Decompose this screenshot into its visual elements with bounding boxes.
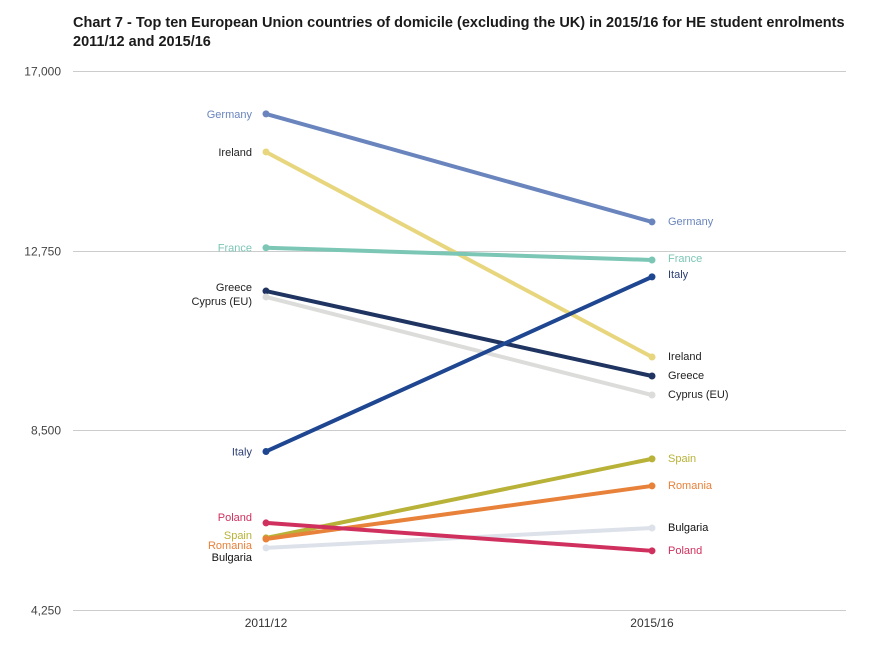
data-point-2011-12 bbox=[262, 244, 270, 252]
series-label-left: Germany bbox=[207, 109, 253, 121]
series-line bbox=[264, 520, 654, 553]
data-point-2011-12 bbox=[262, 110, 270, 118]
series-line bbox=[264, 274, 654, 454]
y-axis-tick-labels: 4,250 8,500 12,750 17,000 bbox=[24, 65, 61, 618]
series-label-left: Greece bbox=[216, 282, 252, 294]
series-label-left: Bulgaria bbox=[212, 552, 253, 564]
data-point-2011-12 bbox=[262, 287, 270, 295]
series-lines bbox=[262, 110, 656, 555]
series-germany bbox=[262, 110, 656, 226]
y-tick-label: 8,500 bbox=[31, 424, 61, 438]
gridlines bbox=[73, 71, 846, 611]
data-point-2015-16 bbox=[648, 353, 656, 361]
x-category-label: 2011/12 bbox=[245, 616, 288, 630]
series-label-right: Greece bbox=[668, 370, 704, 382]
series-france bbox=[262, 244, 656, 264]
series-line bbox=[264, 289, 654, 379]
series-label-right: Spain bbox=[668, 453, 696, 465]
series-label-left: Cyprus (EU) bbox=[191, 296, 252, 308]
data-point-2011-12 bbox=[262, 544, 270, 552]
data-point-2011-12 bbox=[262, 447, 270, 455]
x-axis-category-labels: 2011/12 2015/16 bbox=[245, 616, 674, 630]
series-label-left: Italy bbox=[232, 446, 253, 458]
series-label-right: Germany bbox=[668, 216, 714, 228]
series-label-right: Bulgaria bbox=[668, 522, 709, 534]
series-line bbox=[264, 245, 654, 262]
series-romania bbox=[262, 482, 656, 543]
data-point-2011-12 bbox=[262, 519, 270, 527]
data-point-2015-16 bbox=[648, 547, 656, 555]
series-label-left: Poland bbox=[218, 512, 252, 524]
series-label-left: Romania bbox=[208, 540, 253, 552]
series-greece bbox=[262, 287, 656, 380]
data-point-2015-16 bbox=[648, 273, 656, 281]
data-point-2015-16 bbox=[648, 256, 656, 264]
x-category-label: 2015/16 bbox=[630, 616, 674, 630]
series-label-right: France bbox=[668, 253, 702, 265]
series-poland bbox=[262, 519, 656, 555]
series-cyprus-eu bbox=[262, 293, 656, 399]
data-point-2011-12 bbox=[262, 148, 270, 156]
series-line bbox=[264, 111, 654, 224]
chart-title: Chart 7 - Top ten European Union countri… bbox=[73, 15, 845, 50]
series-label-right: Romania bbox=[668, 480, 713, 492]
y-tick-label: 4,250 bbox=[31, 604, 61, 618]
series-line bbox=[264, 294, 654, 398]
series-label-left: Spain bbox=[224, 530, 252, 542]
data-point-2015-16 bbox=[648, 391, 656, 399]
data-point-2015-16 bbox=[648, 524, 656, 532]
series-label-left: Ireland bbox=[218, 147, 252, 159]
series-line bbox=[264, 483, 654, 541]
y-tick-label: 17,000 bbox=[24, 65, 61, 79]
series-label-right: Ireland bbox=[668, 351, 702, 363]
data-point-2015-16 bbox=[648, 218, 656, 226]
series-label-right: Poland bbox=[668, 545, 702, 557]
series-label-right: Cyprus (EU) bbox=[668, 389, 729, 401]
series-labels: Germany Germany Ireland Ireland France France… bbox=[191, 109, 728, 564]
series-line bbox=[264, 456, 654, 540]
series-label-left: France bbox=[218, 243, 252, 255]
y-tick-label: 12,750 bbox=[24, 245, 61, 259]
data-point-2015-16 bbox=[648, 482, 656, 490]
data-point-2015-16 bbox=[648, 372, 656, 380]
data-point-2011-12 bbox=[262, 293, 270, 301]
data-point-2011-12 bbox=[262, 535, 270, 543]
series-label-right: Italy bbox=[668, 269, 689, 281]
series-italy bbox=[262, 273, 656, 455]
data-point-2015-16 bbox=[648, 455, 656, 463]
